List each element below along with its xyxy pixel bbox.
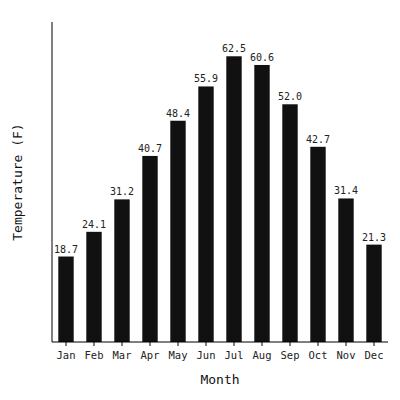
data-label: 24.1 [82,219,106,230]
x-tick-label: Aug [253,349,272,361]
x-tick-label: Jan [57,349,76,361]
data-label: 48.4 [166,108,190,119]
bar [170,121,185,342]
x-tick-label: Feb [85,349,104,361]
x-tick [346,342,347,346]
x-tick-label: May [169,349,188,361]
x-tick-label: Oct [309,349,328,361]
y-axis-label: Temperature (F) [10,123,25,240]
bar [58,257,73,342]
bar [282,104,297,342]
bar [226,56,241,342]
x-tick [66,342,67,346]
data-label: 60.6 [250,52,274,63]
x-tick-label: Sep [281,349,300,361]
data-label: 55.9 [194,73,218,84]
x-tick [206,342,207,346]
x-tick-label: Nov [337,349,356,361]
x-axis-label: Month [200,372,239,387]
x-tick [122,342,123,346]
x-tick-label: Jul [225,349,244,361]
data-label: 40.7 [138,143,162,154]
data-label: 62.5 [222,43,246,54]
bar [338,198,353,342]
x-tick-label: Mar [113,349,132,361]
chart-container: 18.7 24.1 31.2 40.7 48.4 55.9 62.5 60.6 52.0 42.7… [0,0,400,400]
x-tick [234,342,235,346]
bar [86,232,101,342]
data-label: 18.7 [54,244,78,255]
bar [366,245,381,342]
x-tick [262,342,263,346]
x-tick [94,342,95,346]
data-label: 21.3 [362,232,386,243]
bar [114,199,129,342]
data-label: 31.2 [110,186,134,197]
bar [142,156,157,342]
bar [254,65,269,342]
data-label: 31.4 [334,185,358,196]
x-axis-line [52,342,388,343]
bars [58,56,381,342]
data-label: 52.0 [278,91,302,102]
bar [198,86,213,342]
x-tick-label: Dec [365,349,384,361]
x-tick [374,342,375,346]
x-tick-label: Apr [141,349,160,361]
x-tick [290,342,291,346]
chart: 18.7 24.1 31.2 40.7 48.4 55.9 62.5 60.6 52.0 42.7… [0,0,400,400]
x-tick-label: Jun [197,349,216,361]
y-axis-line [52,22,53,342]
x-tick [178,342,179,346]
data-label: 42.7 [306,134,330,145]
bar [310,147,325,342]
x-tick [318,342,319,346]
x-tick [150,342,151,346]
